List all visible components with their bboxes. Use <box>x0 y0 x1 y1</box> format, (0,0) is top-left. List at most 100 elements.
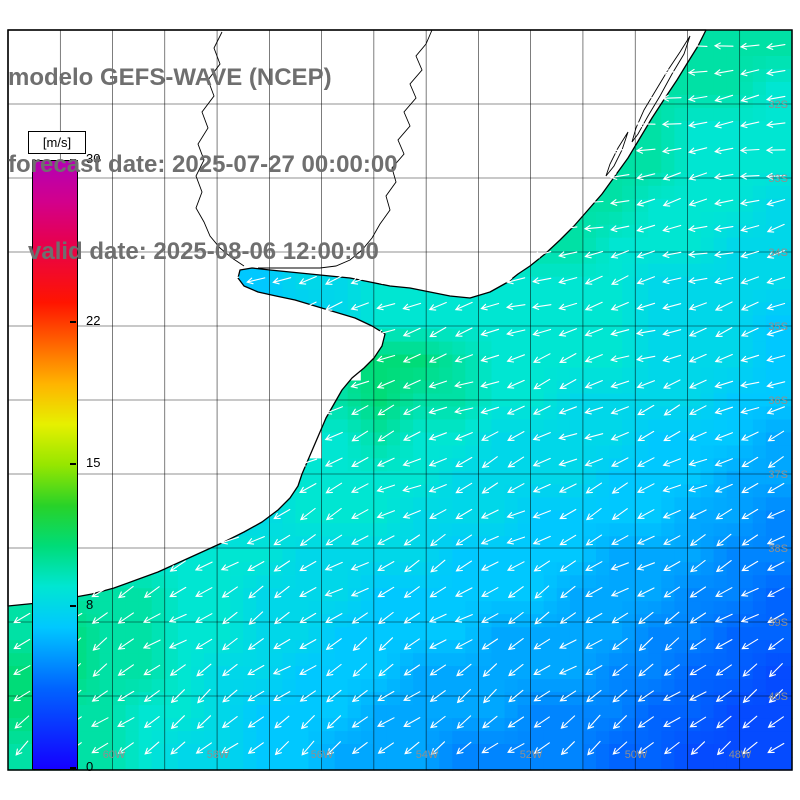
speed-cell <box>596 497 610 511</box>
speed-cell <box>400 679 414 693</box>
speed-cell <box>334 705 349 719</box>
speed-cell <box>596 341 610 356</box>
speed-cell <box>190 679 205 693</box>
speed-cell <box>243 536 257 550</box>
speed-cell <box>765 263 780 278</box>
wind-arrow <box>403 612 421 624</box>
speed-cell <box>217 653 231 667</box>
speed-cell <box>596 614 610 628</box>
speed-cell <box>582 263 597 278</box>
speed-cell <box>648 406 662 421</box>
speed-cell <box>347 575 362 589</box>
speed-cell <box>582 718 597 732</box>
lat-label: 39S <box>768 617 788 629</box>
wind-arrow <box>429 326 447 338</box>
speed-cell <box>765 133 780 148</box>
wind-arrow <box>740 431 759 441</box>
speed-cell <box>230 757 244 771</box>
speed-cell <box>360 757 375 771</box>
speed-cell <box>177 562 192 576</box>
speed-cell <box>295 575 310 589</box>
speed-cell <box>778 705 793 719</box>
speed-cell <box>282 627 297 641</box>
speed-cell <box>478 432 493 447</box>
speed-cell <box>778 718 793 732</box>
speed-cell <box>648 731 662 745</box>
wind-arrow <box>661 68 682 76</box>
speed-cell <box>661 653 675 667</box>
wind-arrow <box>662 197 681 207</box>
speed-cell <box>726 757 741 771</box>
speed-cell <box>635 211 649 226</box>
speed-cell <box>635 458 649 472</box>
map-frame <box>7 29 793 771</box>
wind-arrow <box>689 559 706 573</box>
speed-cell <box>295 705 310 719</box>
speed-cell <box>569 237 584 252</box>
speed-cell <box>491 562 506 576</box>
speed-cell <box>713 757 728 771</box>
speed-cell <box>517 341 532 356</box>
speed-cell <box>765 744 780 758</box>
speed-cell <box>582 211 597 226</box>
wind-arrow <box>765 95 786 103</box>
speed-cell <box>491 588 506 602</box>
speed-cell <box>295 289 310 304</box>
wind-arrow <box>428 458 447 467</box>
wind-arrow <box>247 561 265 571</box>
speed-cell <box>373 549 388 563</box>
speed-cell <box>752 328 767 343</box>
speed-cell <box>151 679 166 693</box>
wind-arrow <box>325 534 343 546</box>
speed-cell <box>465 328 479 343</box>
speed-cell <box>713 627 728 641</box>
speed-cell <box>635 549 649 563</box>
wind-arrow <box>169 664 186 676</box>
wind-arrow <box>454 354 473 363</box>
valid-date-line: valid date: 2025-08-06 12:00:00 <box>8 238 379 265</box>
wind-arrow <box>402 353 421 363</box>
speed-cell <box>726 250 741 265</box>
speed-cell <box>661 679 675 693</box>
speed-cell <box>347 289 362 304</box>
speed-cell <box>582 627 597 641</box>
wind-arrow <box>740 225 760 233</box>
wind-arrow <box>454 614 473 623</box>
speed-cell <box>517 757 532 771</box>
wind-arrow <box>220 276 240 285</box>
wind-arrow <box>299 534 316 546</box>
speed-cell <box>713 653 728 667</box>
wind-arrow <box>766 276 786 285</box>
speed-cell <box>713 211 728 226</box>
speed-cell <box>125 705 140 719</box>
speed-cell <box>700 237 715 252</box>
wind-arrow <box>220 509 239 519</box>
speed-cell <box>478 757 493 771</box>
wind-arrow <box>741 534 759 546</box>
speed-cell <box>778 445 793 459</box>
speed-cell <box>622 406 636 421</box>
speed-cell <box>609 471 623 485</box>
wind-arrow <box>740 587 759 597</box>
speed-cell <box>752 562 767 576</box>
wind-arrow <box>506 536 526 545</box>
speed-cell <box>439 302 453 317</box>
speed-cell <box>648 744 662 758</box>
wind-arrow <box>429 509 447 519</box>
speed-cell <box>373 445 388 459</box>
speed-cell <box>452 718 466 732</box>
speed-cell <box>334 276 349 291</box>
speed-cell <box>752 341 767 356</box>
speed-cell <box>582 523 597 537</box>
speed-cell <box>648 302 662 317</box>
speed-cell <box>413 484 427 498</box>
speed-cell <box>112 653 127 667</box>
speed-cell <box>661 731 675 745</box>
speed-cell <box>243 705 257 719</box>
speed-cell <box>321 757 336 771</box>
speed-cell <box>674 406 689 421</box>
speed-cell <box>334 627 349 641</box>
speed-cell <box>530 549 545 563</box>
speed-cell <box>752 614 767 628</box>
speed-cell <box>21 679 35 693</box>
